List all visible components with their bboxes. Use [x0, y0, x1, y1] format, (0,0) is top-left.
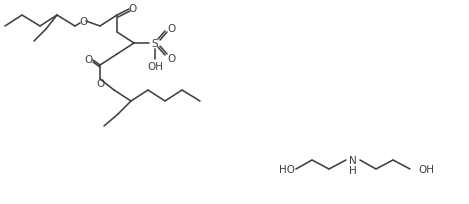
- Text: H: H: [349, 165, 357, 175]
- Text: S: S: [151, 39, 159, 49]
- Text: O: O: [167, 24, 175, 34]
- Text: O: O: [128, 4, 136, 14]
- Text: O: O: [167, 54, 175, 64]
- Text: OH: OH: [147, 62, 163, 72]
- Text: O: O: [96, 79, 104, 89]
- Text: O: O: [79, 17, 87, 27]
- Text: N: N: [349, 155, 357, 165]
- Text: OH: OH: [418, 164, 434, 174]
- Text: O: O: [84, 55, 92, 65]
- Text: HO: HO: [279, 164, 295, 174]
